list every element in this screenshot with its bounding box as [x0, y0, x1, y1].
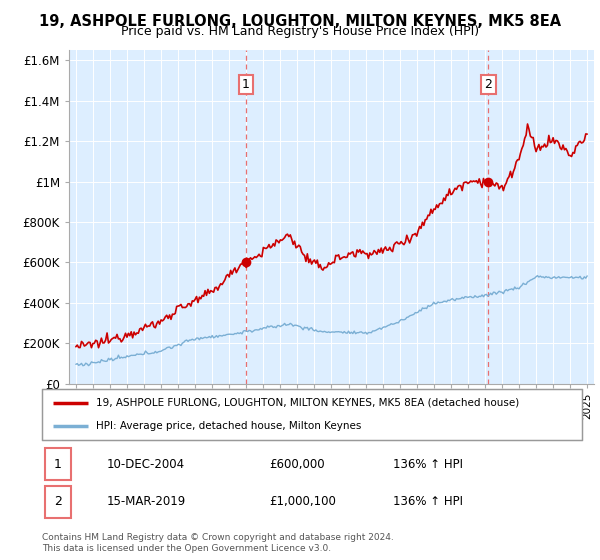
Text: 1: 1: [242, 78, 250, 91]
Text: 2: 2: [485, 78, 493, 91]
Text: 136% ↑ HPI: 136% ↑ HPI: [393, 495, 463, 508]
Text: Contains HM Land Registry data © Crown copyright and database right 2024.
This d: Contains HM Land Registry data © Crown c…: [42, 533, 394, 553]
Text: 15-MAR-2019: 15-MAR-2019: [107, 495, 186, 508]
FancyBboxPatch shape: [45, 486, 71, 518]
Text: 1: 1: [54, 458, 62, 471]
Text: £1,000,100: £1,000,100: [269, 495, 335, 508]
Text: 2: 2: [54, 495, 62, 508]
Text: Price paid vs. HM Land Registry's House Price Index (HPI): Price paid vs. HM Land Registry's House …: [121, 25, 479, 38]
Text: £600,000: £600,000: [269, 458, 325, 471]
Text: HPI: Average price, detached house, Milton Keynes: HPI: Average price, detached house, Milt…: [96, 421, 361, 431]
Text: 136% ↑ HPI: 136% ↑ HPI: [393, 458, 463, 471]
Text: 10-DEC-2004: 10-DEC-2004: [107, 458, 185, 471]
Text: 19, ASHPOLE FURLONG, LOUGHTON, MILTON KEYNES, MK5 8EA: 19, ASHPOLE FURLONG, LOUGHTON, MILTON KE…: [39, 14, 561, 29]
FancyBboxPatch shape: [45, 448, 71, 480]
Text: 19, ASHPOLE FURLONG, LOUGHTON, MILTON KEYNES, MK5 8EA (detached house): 19, ASHPOLE FURLONG, LOUGHTON, MILTON KE…: [96, 398, 519, 408]
